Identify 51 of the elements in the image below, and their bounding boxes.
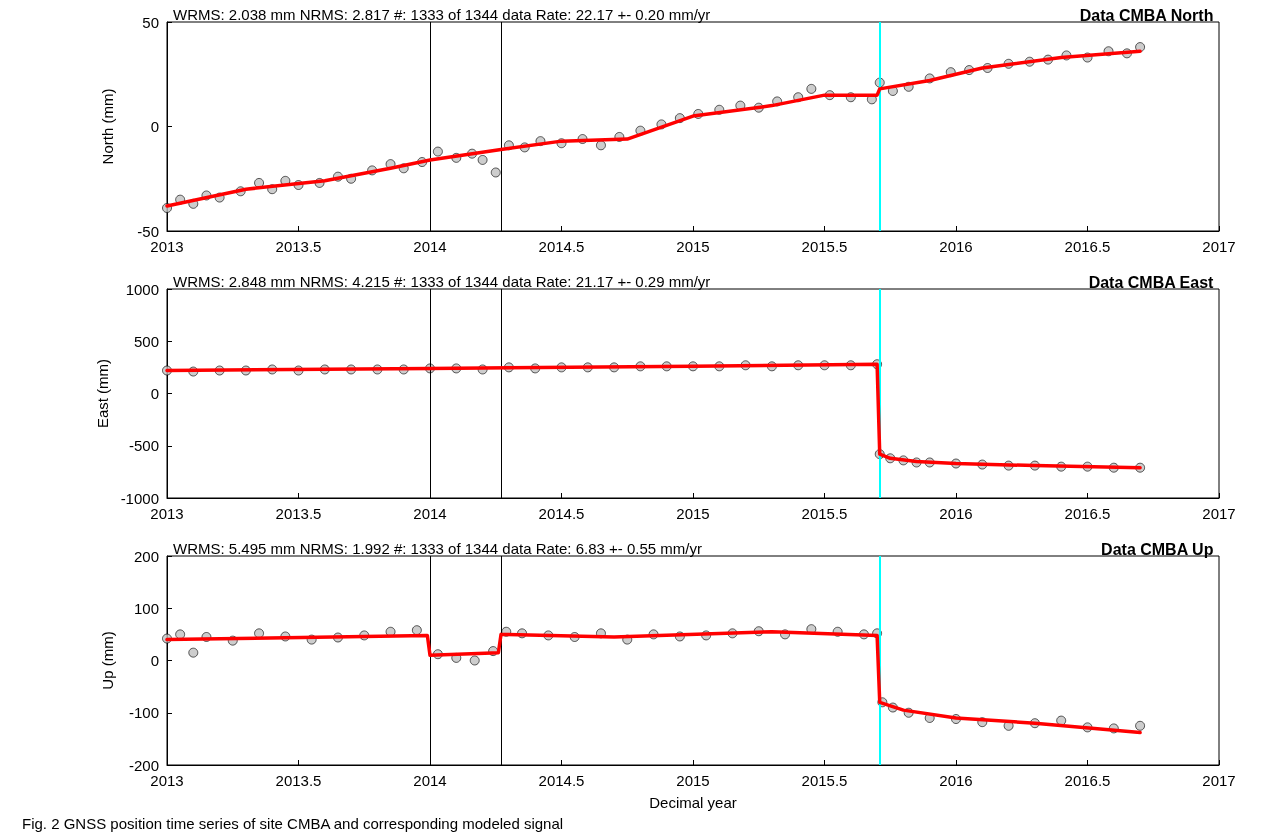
y-tick-label: -50 — [137, 222, 159, 240]
x-tick-label: 2013.5 — [275, 238, 322, 255]
y-tick-label: -200 — [128, 756, 159, 774]
x-tick-label: 2013 — [150, 772, 184, 789]
x-tick-label: 2015 — [676, 238, 710, 255]
chart-subtitle: Data CMBA North — [1079, 6, 1214, 24]
x-tick-label: 2017 — [1202, 238, 1236, 255]
y-tick-label: -1000 — [120, 489, 159, 507]
x-tick-label: 2015 — [676, 505, 710, 522]
x-axis-title: Decimal year — [649, 794, 737, 811]
x-tick-label: 2016.5 — [1064, 238, 1111, 255]
x-tick-label: 2016.5 — [1064, 505, 1111, 522]
y-tick-label: 100 — [133, 599, 159, 617]
x-tick-label: 2016.5 — [1064, 772, 1111, 789]
y-tick-label: 500 — [133, 332, 159, 350]
caption: Fig. 2 GNSS position time series of site CMBA and corresponding modeled signal — [22, 815, 564, 832]
y-axis-title: Up (mm) — [99, 631, 116, 690]
x-tick-label: 2014 — [413, 505, 447, 522]
x-tick-label: 2015.5 — [801, 505, 848, 522]
x-tick-label: 2017 — [1202, 505, 1236, 522]
x-tick-label: 2013 — [150, 505, 184, 522]
chart-title: WRMS: 2.038 mm NRMS: 2.817 #: 1333 of 1344 data Rate: 22.17 +- 0.20 mm/yr — [173, 6, 711, 23]
x-tick-label: 2013 — [150, 238, 184, 255]
x-tick-label: 2015 — [676, 772, 710, 789]
y-tick-label: -100 — [128, 704, 159, 722]
x-tick-label: 2015.5 — [801, 238, 848, 255]
x-tick-label: 2014 — [413, 238, 447, 255]
y-tick-label: 0 — [150, 385, 159, 402]
x-tick-label: 2016 — [939, 772, 973, 789]
y-tick-label: 0 — [150, 118, 159, 135]
x-tick-label: 2014 — [413, 772, 447, 789]
chart-subtitle: Data CMBA East — [1088, 273, 1215, 291]
y-axis-title: North (mm) — [99, 88, 116, 165]
y-tick-label: 200 — [133, 547, 159, 565]
x-tick-label: 2014.5 — [538, 505, 585, 522]
y-tick-label: 1000 — [125, 280, 159, 298]
y-tick-label: 0 — [150, 652, 159, 669]
x-tick-label: 2017 — [1202, 772, 1236, 789]
x-tick-label: 2013.5 — [275, 772, 322, 789]
y-tick-label: 50 — [142, 13, 159, 31]
x-tick-label: 2016 — [939, 505, 973, 522]
x-tick-label: 2013.5 — [275, 505, 322, 522]
chart-title: WRMS: 5.495 mm NRMS: 1.992 #: 1333 of 1344 data Rate: 6.83 +- 0.55 mm/yr — [173, 540, 702, 557]
x-tick-label: 2014.5 — [538, 238, 585, 255]
x-tick-label: 2016 — [939, 238, 973, 255]
chart-title: WRMS: 2.848 mm NRMS: 4.215 #: 1333 of 1344 data Rate: 21.17 +- 0.29 mm/yr — [173, 273, 711, 290]
y-tick-label: -500 — [128, 437, 159, 455]
y-axis-title: East (mm) — [93, 358, 111, 429]
x-tick-label: 2014.5 — [538, 772, 585, 789]
x-tick-label: 2015.5 — [801, 772, 848, 789]
chart-subtitle: Data CMBA Up — [1101, 540, 1214, 558]
